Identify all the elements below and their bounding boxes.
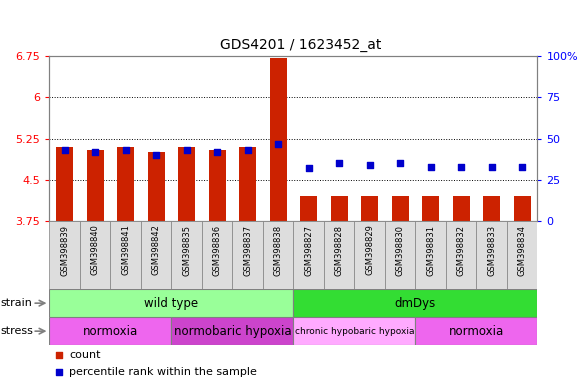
Point [335,161,344,167]
Text: normoxia: normoxia [449,324,504,338]
Text: GSM398840: GSM398840 [91,225,99,275]
Text: GSM398837: GSM398837 [243,225,252,276]
Text: GSM398842: GSM398842 [152,225,160,275]
FancyBboxPatch shape [171,317,293,345]
Point [426,164,435,170]
Text: GSM398830: GSM398830 [396,225,404,276]
Point [91,149,100,155]
FancyBboxPatch shape [293,289,537,317]
FancyBboxPatch shape [232,221,263,289]
Text: dmDys: dmDys [395,297,436,310]
Bar [270,58,286,221]
Bar [239,147,256,221]
FancyBboxPatch shape [507,221,537,289]
FancyBboxPatch shape [293,317,415,345]
FancyBboxPatch shape [293,221,324,289]
Point [457,164,466,170]
FancyBboxPatch shape [49,221,80,289]
Bar [56,147,73,221]
Text: GSM398841: GSM398841 [121,225,130,275]
Bar [422,196,439,221]
Point [55,369,64,376]
Bar [361,196,378,221]
Text: GDS4201 / 1623452_at: GDS4201 / 1623452_at [220,38,382,52]
Bar [514,196,530,221]
Point [55,352,64,358]
Text: count: count [69,350,101,360]
Text: chronic hypobaric hypoxia: chronic hypobaric hypoxia [295,327,414,336]
FancyBboxPatch shape [80,221,110,289]
FancyBboxPatch shape [415,221,446,289]
Point [121,147,130,153]
FancyBboxPatch shape [141,221,171,289]
Point [243,147,252,153]
Point [152,152,161,158]
Point [60,147,69,153]
Point [182,147,191,153]
Text: percentile rank within the sample: percentile rank within the sample [69,367,257,377]
Point [518,164,527,170]
Text: GSM398831: GSM398831 [426,225,435,276]
Point [365,162,374,168]
FancyBboxPatch shape [415,317,537,345]
Text: GSM398834: GSM398834 [518,225,526,276]
Text: GSM398839: GSM398839 [60,225,69,276]
Bar [453,196,469,221]
Bar [117,147,134,221]
FancyBboxPatch shape [110,221,141,289]
Point [487,164,496,170]
Text: GSM398827: GSM398827 [304,225,313,276]
Text: strain: strain [1,298,33,308]
Bar [483,196,500,221]
Bar [331,196,347,221]
FancyBboxPatch shape [324,221,354,289]
FancyBboxPatch shape [385,221,415,289]
Text: stress: stress [1,326,34,336]
FancyBboxPatch shape [354,221,385,289]
FancyBboxPatch shape [49,317,171,345]
Text: GSM398833: GSM398833 [487,225,496,276]
Text: normobaric hypoxia: normobaric hypoxia [174,324,291,338]
FancyBboxPatch shape [202,221,232,289]
Text: GSM398836: GSM398836 [213,225,221,276]
Text: GSM398832: GSM398832 [457,225,465,276]
Point [396,161,405,167]
Point [213,149,222,155]
FancyBboxPatch shape [263,221,293,289]
FancyBboxPatch shape [171,221,202,289]
Text: GSM398838: GSM398838 [274,225,282,276]
Point [274,141,283,147]
Point [304,165,313,171]
Text: wild type: wild type [144,297,199,310]
Bar [300,196,317,221]
FancyBboxPatch shape [49,289,293,317]
Bar [87,150,103,221]
Bar [178,147,195,221]
Bar [209,150,225,221]
Text: GSM398828: GSM398828 [335,225,343,276]
FancyBboxPatch shape [446,221,476,289]
Text: GSM398835: GSM398835 [182,225,191,276]
Bar [148,152,164,221]
Text: normoxia: normoxia [83,324,138,338]
Text: GSM398829: GSM398829 [365,225,374,275]
Bar [392,196,408,221]
FancyBboxPatch shape [476,221,507,289]
